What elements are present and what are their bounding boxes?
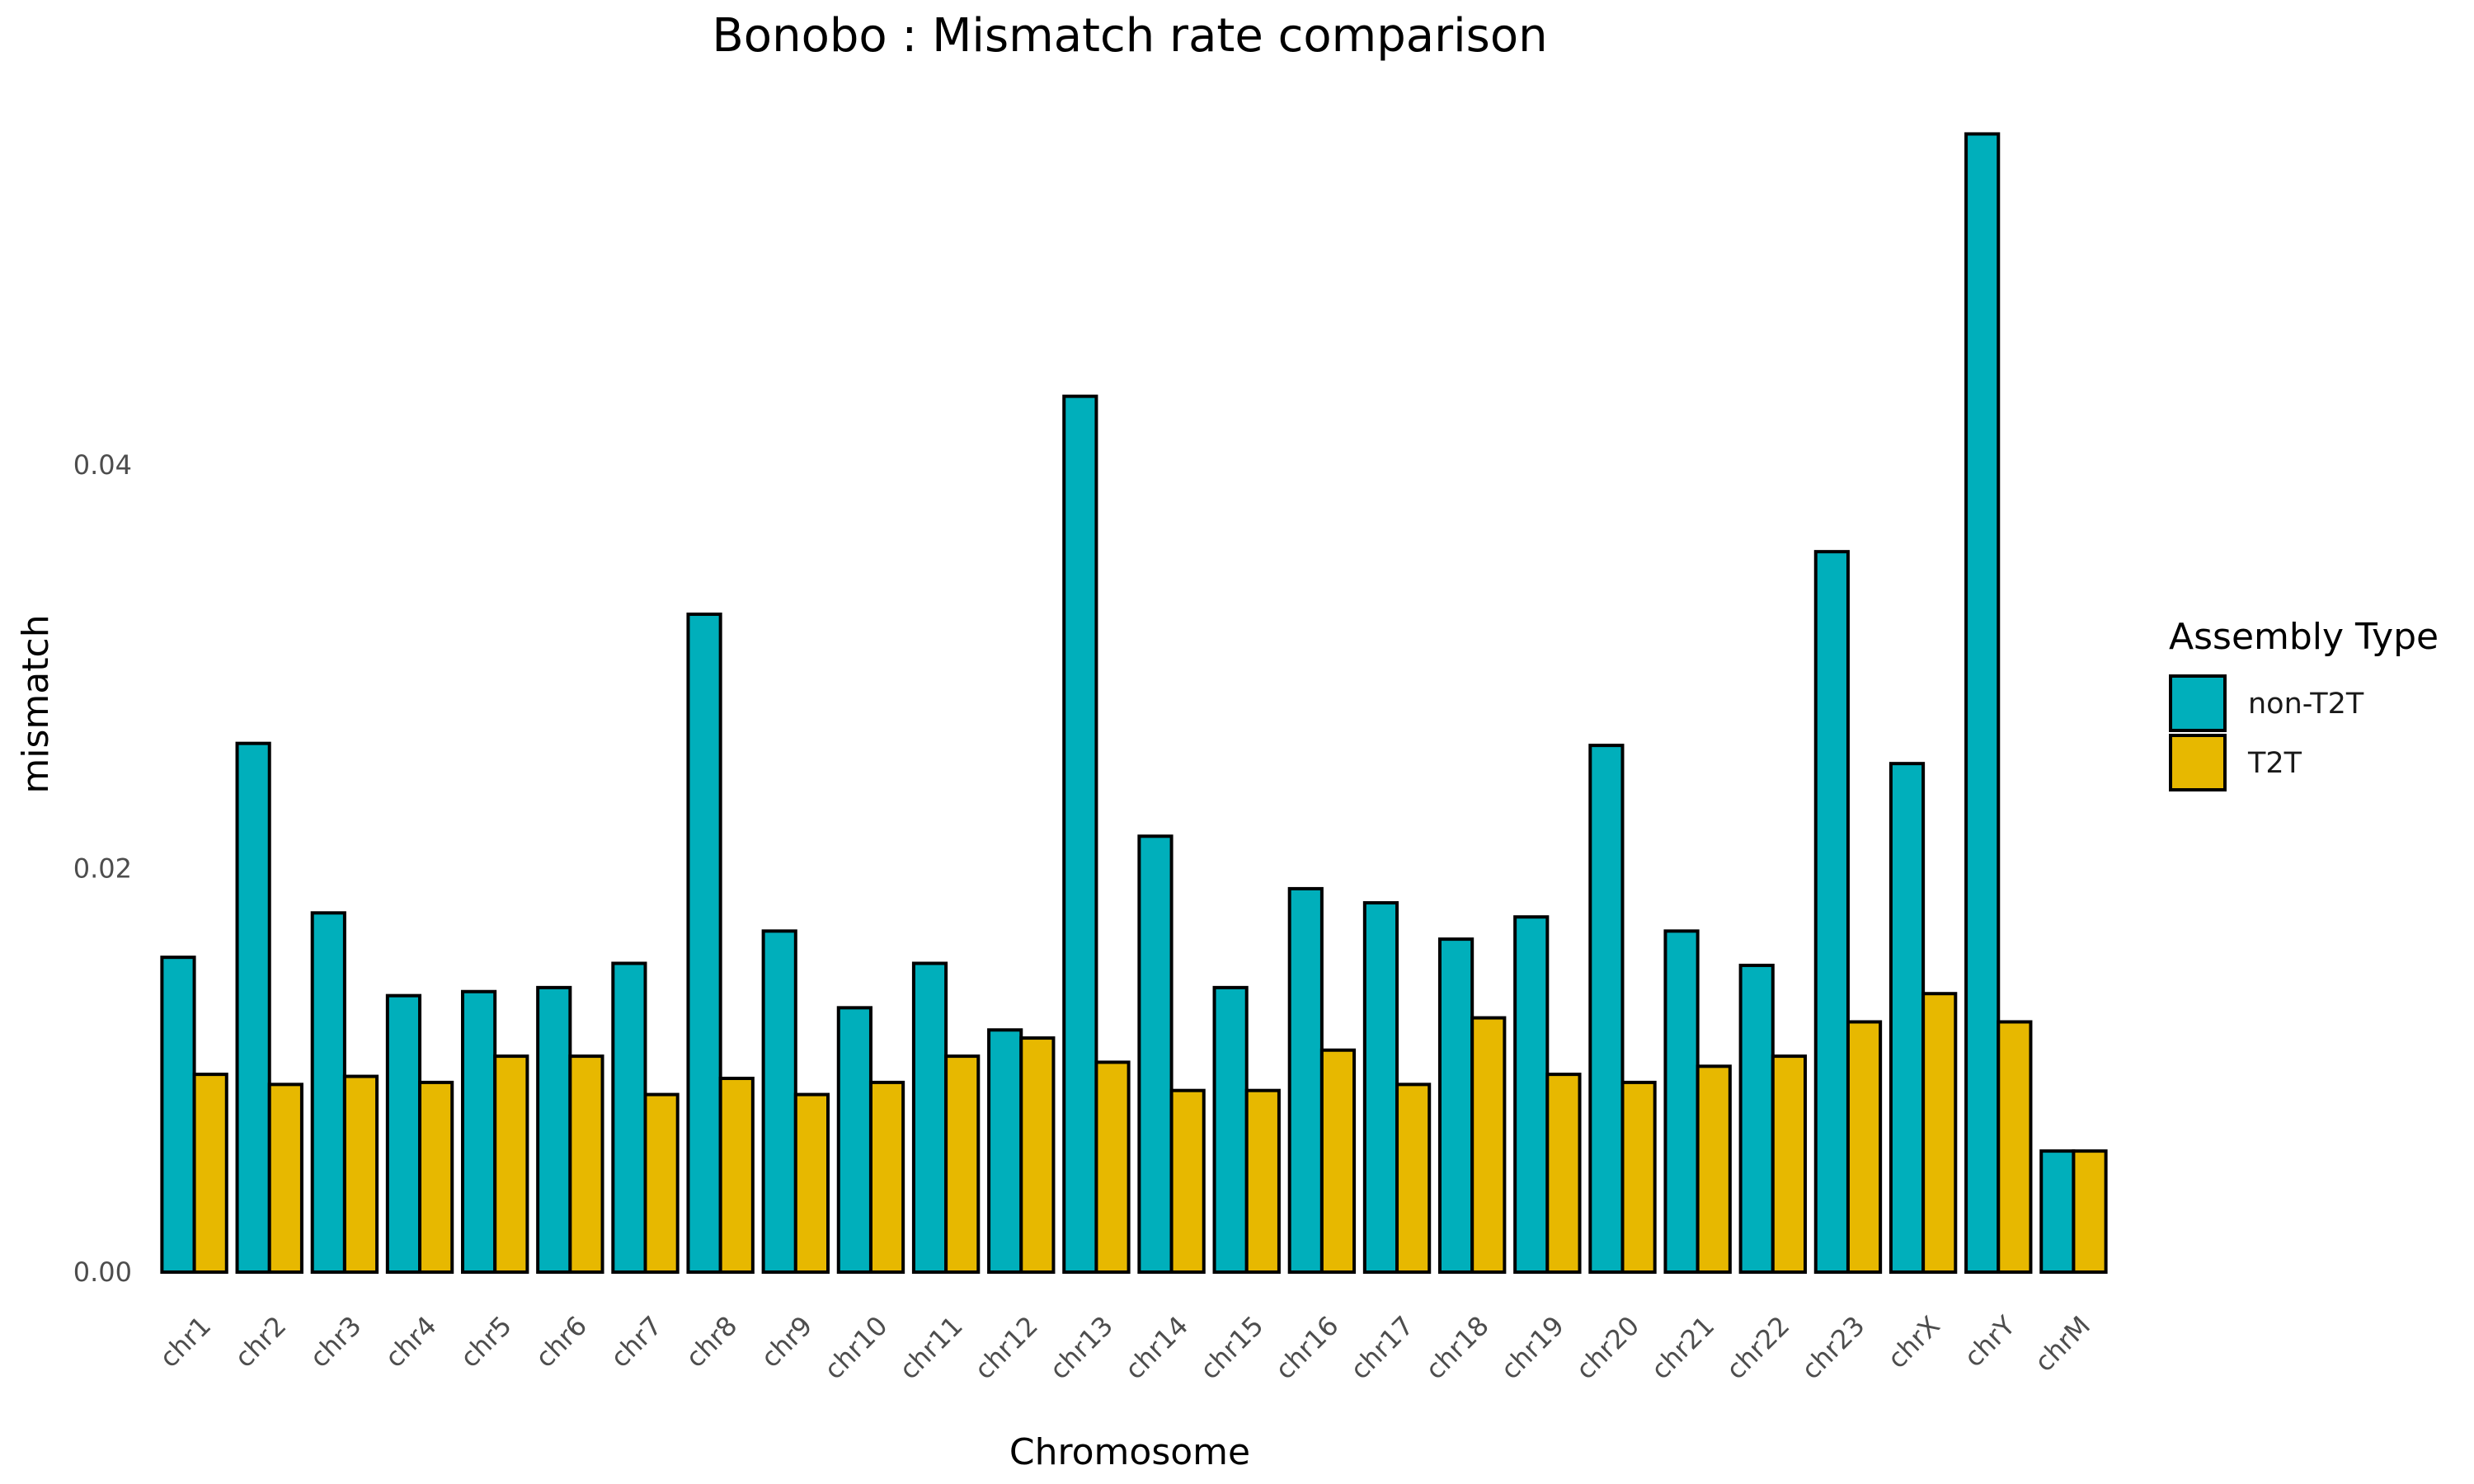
bar-non-t2t-chr17 (1362, 901, 1399, 1274)
bar-non-t2t-chrM (2039, 1149, 2076, 1274)
x-tick-label: chr1 (153, 1310, 217, 1374)
x-axis: chr1 chr2 chr3 chr4 chr5 chr6 chr7 chr8 chr9 chr1… (153, 1309, 2096, 1385)
bar-non-t2t-chr11 (911, 961, 948, 1275)
bar-non-t2t-chr9 (761, 929, 797, 1274)
y-tick-label: 0.02 (73, 852, 132, 884)
bar-t2t-chr21 (1696, 1064, 1732, 1275)
bar-t2t-chr8 (718, 1077, 755, 1274)
x-tick-label: chr12 (968, 1310, 1044, 1386)
bar-t2t-chr13 (1094, 1060, 1131, 1274)
legend-title: Assembly Type (2169, 616, 2439, 658)
bar-t2t-chrX (1921, 992, 1958, 1274)
bar-non-t2t-chr13 (1062, 394, 1098, 1275)
bar-non-t2t-chr3 (310, 911, 346, 1275)
x-tick-label: chrM (2029, 1310, 2096, 1378)
bar-non-t2t-chrY (1964, 132, 2001, 1275)
bar-non-t2t-chr12 (987, 1028, 1023, 1275)
y-tick-label: 0.04 (73, 449, 132, 481)
bar-t2t-chr15 (1244, 1088, 1281, 1274)
bars (160, 132, 2108, 1275)
legend-swatch-non-t2t (2169, 674, 2227, 732)
x-tick-label: chrX (1881, 1310, 1945, 1374)
bar-non-t2t-chr7 (611, 961, 647, 1275)
x-tick-label: chr5 (454, 1310, 517, 1374)
x-tick-label: chr20 (1569, 1310, 1645, 1386)
bar-t2t-chr10 (868, 1080, 905, 1274)
x-tick-label: chr2 (228, 1310, 292, 1374)
bar-non-t2t-chr20 (1588, 744, 1625, 1274)
bar-t2t-chr19 (1545, 1073, 1582, 1274)
bar-non-t2t-chr10 (836, 1006, 872, 1275)
x-tick-label: chr6 (529, 1310, 593, 1374)
x-tick-label: chr16 (1269, 1310, 1345, 1386)
bar-non-t2t-chr22 (1738, 963, 1775, 1274)
bar-non-t2t-chr2 (235, 741, 271, 1274)
bar-t2t-chr18 (1470, 1016, 1507, 1274)
bar-t2t-chr16 (1319, 1048, 1357, 1275)
bar-non-t2t-chr14 (1137, 834, 1174, 1274)
x-tick-label: chr7 (604, 1310, 668, 1374)
bar-non-t2t-chr1 (160, 956, 196, 1274)
legend-label-t2t: T2T (2247, 747, 2302, 780)
x-tick-label: chr18 (1419, 1310, 1495, 1386)
x-tick-label: chr23 (1795, 1310, 1871, 1386)
x-tick-label: chr13 (1043, 1310, 1119, 1386)
bar-non-t2t-chr21 (1663, 929, 1700, 1274)
bar-t2t-chr3 (342, 1074, 379, 1274)
bar-non-t2t-chr15 (1212, 985, 1249, 1274)
bar-non-t2t-chr19 (1513, 915, 1550, 1274)
bar-t2t-chr2 (267, 1082, 303, 1274)
bar-t2t-chr9 (793, 1092, 830, 1275)
legend-swatch-t2t (2169, 734, 2227, 791)
x-tick-label: chr3 (303, 1310, 367, 1374)
x-tick-label: chr9 (755, 1310, 818, 1374)
x-tick-label: chr17 (1344, 1310, 1420, 1386)
x-tick-label: chr4 (379, 1310, 442, 1374)
bar-non-t2t-chr23 (1813, 550, 1850, 1274)
x-tick-label: chr11 (893, 1310, 969, 1386)
bar-t2t-chr1 (192, 1073, 228, 1274)
bar-non-t2t-chrX (1888, 762, 1926, 1274)
x-tick-label: chr15 (1194, 1310, 1270, 1386)
x-tick-label: chr21 (1645, 1310, 1721, 1386)
bar-t2t-chr22 (1771, 1054, 1808, 1274)
bar-t2t-chr11 (944, 1054, 981, 1274)
x-tick-label: chr8 (680, 1310, 743, 1374)
x-tick-label: chr14 (1118, 1310, 1194, 1386)
y-axis: 0.00 0.02 0.04 (73, 449, 132, 1288)
x-tick-label: chr22 (1720, 1310, 1796, 1386)
bar-non-t2t-chr4 (385, 993, 422, 1274)
bar-non-t2t-chr5 (460, 989, 497, 1275)
y-axis-title: mismatch (15, 614, 57, 793)
bar-t2t-chr17 (1395, 1082, 1432, 1274)
bar-t2t-chr20 (1620, 1080, 1657, 1274)
bar-t2t-chrM (2072, 1149, 2108, 1274)
bar-non-t2t-chr16 (1287, 886, 1324, 1275)
x-tick-label: chr19 (1494, 1310, 1570, 1386)
x-axis-title: Chromosome (1009, 1431, 1250, 1473)
bar-t2t-chr14 (1169, 1088, 1206, 1274)
bar-t2t-chrY (1997, 1020, 2033, 1275)
chart-title: Bonobo : Mismatch rate comparison (712, 9, 1547, 63)
bar-t2t-chr6 (568, 1054, 604, 1274)
bar-non-t2t-chr18 (1437, 937, 1475, 1274)
legend: Assembly Type non-T2T T2T (2169, 616, 2439, 791)
bar-t2t-chr5 (493, 1054, 529, 1274)
y-tick-label: 0.00 (73, 1256, 132, 1288)
bar-t2t-chr23 (1846, 1020, 1883, 1275)
x-tick-label: chrY (1958, 1309, 2021, 1373)
bar-t2t-chr7 (643, 1092, 680, 1275)
bar-t2t-chr12 (1019, 1036, 1056, 1274)
bar-non-t2t-chr8 (686, 613, 722, 1274)
bar-non-t2t-chr6 (536, 985, 572, 1274)
x-tick-label: chr10 (818, 1310, 894, 1386)
legend-label-non-t2t: non-T2T (2248, 688, 2364, 721)
bar-t2t-chr4 (418, 1080, 454, 1274)
